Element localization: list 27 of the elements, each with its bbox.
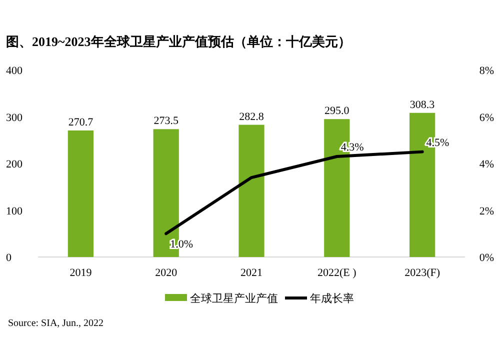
data-label: 282.8 (239, 110, 264, 123)
source-note: Source: SIA, Jun., 2022 (8, 318, 104, 329)
x-tick-label: 2020 (155, 267, 178, 279)
x-tick-label: 2021 (240, 267, 262, 279)
y-tick-label: 0 (6, 252, 12, 264)
bar (238, 124, 264, 257)
data-label: 308.3 (410, 98, 436, 111)
data-label: 270.7 (68, 116, 94, 128)
line-series (164, 150, 424, 236)
legend-label: 全球卫星产业产值 (190, 292, 278, 305)
legend-label: 年成长率 (310, 292, 354, 305)
y-tick-label: 200 (6, 158, 23, 170)
x-tick-label: 2023(F) (404, 267, 440, 279)
data-label: 273.5 (154, 115, 179, 128)
x-tick-label: 2019 (70, 267, 92, 279)
y2-tick-label: 6% (479, 112, 494, 124)
y-tick-label: 400 (6, 65, 23, 77)
y2-tick-label: 2% (479, 205, 494, 218)
y2-tick-label: 0% (479, 252, 494, 264)
y-tick-label: 300 (6, 112, 23, 124)
bar (68, 130, 94, 257)
y2-tick-label: 4% (479, 158, 494, 170)
data-label: 295.0 (324, 105, 350, 118)
chart-title: 图、2019~2023年全球卫星产业产值预估（单位：十亿美元） (6, 34, 351, 49)
y2-tick-label: 8% (479, 65, 494, 77)
y-tick-label: 100 (6, 205, 23, 218)
x-tick-label: 2022(E ) (318, 267, 357, 279)
